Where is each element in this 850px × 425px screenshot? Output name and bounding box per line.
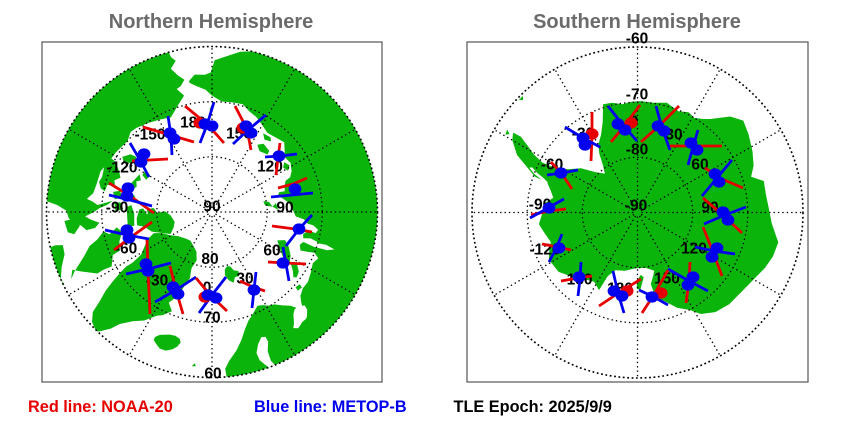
- svg-text:Southern Hemisphere: Southern Hemisphere: [533, 11, 741, 33]
- svg-text:80: 80: [201, 251, 218, 268]
- svg-text:TLE Epoch: 2025/9/9: TLE Epoch: 2025/9/9: [454, 398, 612, 416]
- svg-text:-60: -60: [626, 31, 648, 48]
- svg-text:Northern Hemisphere: Northern Hemisphere: [109, 11, 314, 33]
- svg-text:-80: -80: [626, 142, 648, 159]
- svg-text:Red line: NOAA-20: Red line: NOAA-20: [28, 398, 173, 416]
- svg-text:-30: -30: [146, 273, 168, 290]
- svg-text:-70: -70: [626, 87, 648, 104]
- svg-text:Blue line: METOP-B: Blue line: METOP-B: [254, 398, 407, 416]
- svg-text:120: 120: [681, 241, 707, 258]
- svg-text:60: 60: [691, 157, 708, 174]
- svg-text:-90: -90: [106, 200, 128, 217]
- svg-text:90: 90: [203, 199, 220, 216]
- svg-text:60: 60: [263, 243, 280, 260]
- svg-text:0: 0: [203, 280, 212, 297]
- svg-text:90: 90: [701, 200, 718, 217]
- svg-text:-60: -60: [115, 241, 137, 258]
- svg-text:-120: -120: [106, 160, 137, 177]
- svg-text:90: 90: [276, 200, 293, 217]
- svg-text:30: 30: [236, 271, 253, 288]
- svg-text:60: 60: [204, 366, 221, 383]
- svg-text:-90: -90: [625, 198, 647, 215]
- svg-text:70: 70: [203, 310, 220, 327]
